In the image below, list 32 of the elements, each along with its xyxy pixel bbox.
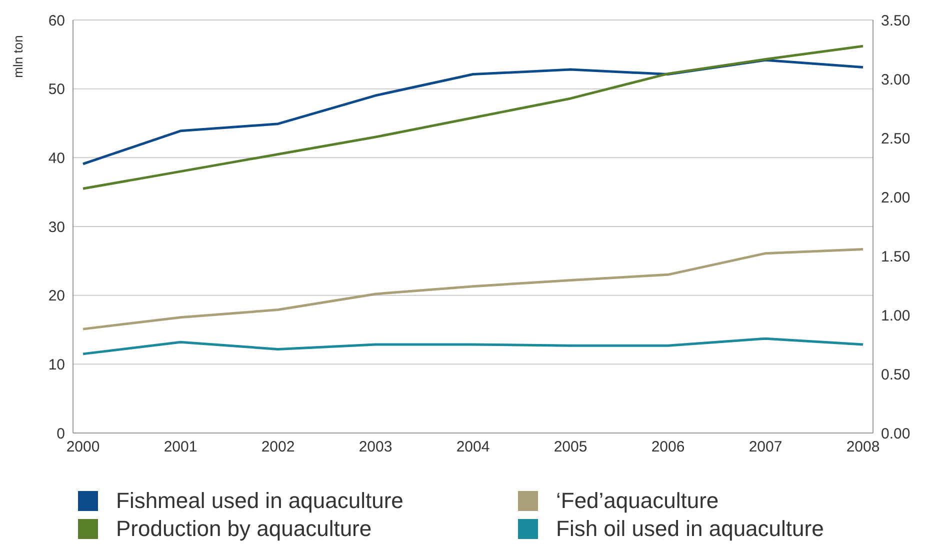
y2-tick-label: 1.50 bbox=[881, 248, 910, 266]
y-tick-label: 0 bbox=[56, 425, 65, 442]
x-tick-label: 2004 bbox=[456, 438, 490, 456]
y2-tick-label: 3.50 bbox=[881, 12, 910, 30]
x-tick-label: 2005 bbox=[554, 438, 588, 456]
y2-tick-label: 2.50 bbox=[881, 130, 910, 148]
y-tick-label: 30 bbox=[48, 218, 65, 236]
y2-tick-label: 2.00 bbox=[881, 189, 910, 206]
line-series bbox=[82, 44, 864, 190]
y-tick-label: 50 bbox=[48, 81, 65, 98]
legend-label: Production by aquaculture bbox=[116, 516, 372, 542]
line-series bbox=[82, 337, 864, 356]
y-axis-title: mln ton bbox=[10, 35, 26, 78]
y2-tick-label: 3.00 bbox=[881, 71, 910, 88]
x-tick-label: 2003 bbox=[358, 438, 392, 456]
x-tick-label: 2008 bbox=[846, 438, 880, 456]
y-tick-label: 60 bbox=[48, 12, 65, 30]
y2-tick-label: 1.00 bbox=[881, 307, 910, 324]
legend-label: Fish oil used in aquaculture bbox=[556, 516, 824, 542]
x-tick-label: 2001 bbox=[164, 438, 198, 456]
x-tick-label: 2007 bbox=[748, 438, 782, 456]
x-tick-label: 2002 bbox=[261, 438, 295, 456]
x-tick-label: 2000 bbox=[66, 438, 100, 456]
line-series bbox=[82, 248, 864, 330]
y-tick-label: 20 bbox=[48, 288, 65, 305]
y-tick-label: 40 bbox=[48, 150, 65, 167]
legend-label: Fishmeal used in aquaculture bbox=[116, 488, 404, 514]
y-tick-label: 10 bbox=[48, 356, 65, 374]
y2-tick-label: 0.50 bbox=[881, 366, 910, 384]
legend-label: ‘Fed’aquaculture bbox=[556, 488, 719, 514]
y2-tick-label: 0.00 bbox=[881, 425, 910, 442]
x-tick-label: 2006 bbox=[651, 438, 685, 456]
